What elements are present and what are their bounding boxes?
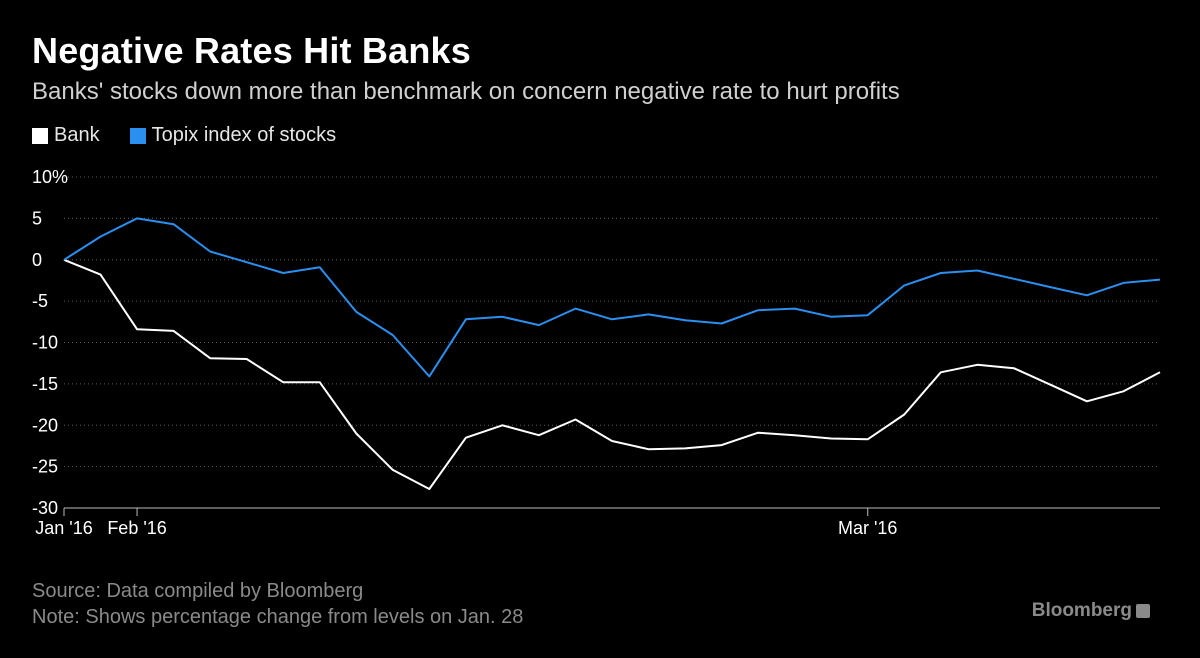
source-note: Source: Data compiled by Bloomberg — [32, 580, 364, 602]
chart-subtitle: Banks' stocks down more than benchmark o… — [32, 78, 900, 105]
legend-swatch-bank — [32, 127, 48, 144]
y-tick-label: 0 — [32, 250, 42, 270]
legend-item-bank: Bank — [32, 124, 100, 147]
x-tick-label: Feb '16 — [107, 518, 166, 538]
bloomberg-chart-icon — [1136, 604, 1150, 618]
y-tick-label: -10 — [32, 333, 58, 353]
brand-text: Bloomberg — [1031, 600, 1132, 621]
y-tick-label: -30 — [32, 498, 58, 518]
legend: Bank Topix index of stocks — [32, 124, 366, 147]
y-tick-label: -25 — [32, 457, 58, 477]
legend-swatch-topix — [129, 127, 146, 144]
legend-item-topix: Topix index of stocks — [129, 124, 337, 147]
chart-title: Negative Rates Hit Banks — [32, 30, 471, 71]
y-tick-label: 10% — [32, 167, 68, 187]
y-tick-label: -5 — [32, 291, 48, 311]
x-tick-label: Mar '16 — [838, 518, 897, 538]
x-tick-label: Jan '16 — [35, 518, 92, 538]
y-tick-label: -15 — [32, 374, 58, 394]
method-note: Note: Shows percentage change from level… — [32, 606, 524, 628]
legend-label-topix: Topix index of stocks — [151, 124, 337, 146]
footer: Source: Data compiled by Bloomberg Note:… — [32, 578, 523, 630]
y-tick-label: 5 — [32, 208, 42, 228]
series-line-bank — [63, 258, 1161, 490]
bloomberg-logo: Bloomberg — [1032, 600, 1150, 622]
y-tick-label: -20 — [32, 415, 58, 435]
legend-label-bank: Bank — [54, 124, 100, 146]
series-line-topix — [63, 217, 1161, 378]
